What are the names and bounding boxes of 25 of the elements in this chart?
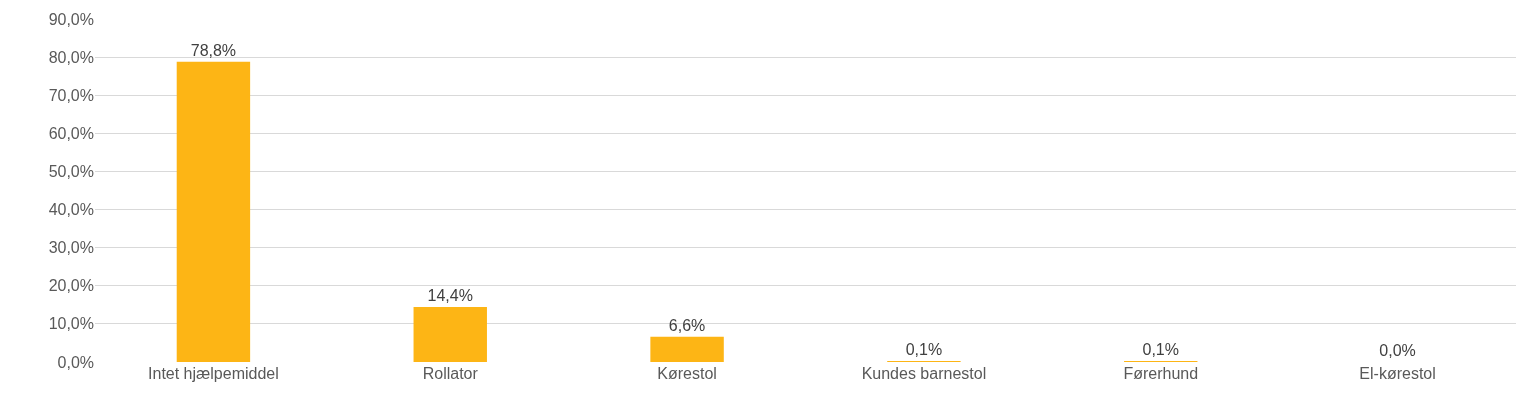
y-tick-label: 30,0%: [48, 239, 94, 257]
y-tick-label: 50,0%: [48, 163, 94, 181]
x-tick-label: Kundes barnestol: [861, 365, 987, 382]
y-tick-label: 40,0%: [48, 201, 94, 219]
data-label: 6,6%: [668, 316, 706, 334]
x-tick-label: El-kørestol: [1359, 365, 1436, 382]
y-tick-label: 60,0%: [48, 124, 94, 142]
x-tick-label: Førerhund: [1123, 365, 1199, 382]
y-tick-label: 10,0%: [48, 315, 94, 333]
y-tick-label: 80,0%: [48, 48, 94, 66]
bar: [413, 307, 487, 362]
data-label: 78,8%: [190, 41, 237, 59]
data-label: 0,0%: [1379, 342, 1416, 359]
y-tick-label: 70,0%: [48, 86, 94, 104]
data-label: 0,1%: [905, 341, 943, 358]
x-tick-label: Kørestol: [657, 365, 717, 382]
y-tick-label: 90,0%: [48, 10, 94, 28]
bar: [176, 61, 251, 362]
bar: [650, 336, 724, 362]
y-tick-label: 0,0%: [57, 353, 94, 371]
data-label: 0,1%: [1142, 341, 1179, 358]
y-tick-label: 20,0%: [48, 277, 94, 295]
data-label: 14,4%: [427, 287, 473, 305]
x-tick-label: Rollator: [422, 365, 479, 382]
x-tick-label: Intet hjælpemiddel: [148, 365, 279, 382]
